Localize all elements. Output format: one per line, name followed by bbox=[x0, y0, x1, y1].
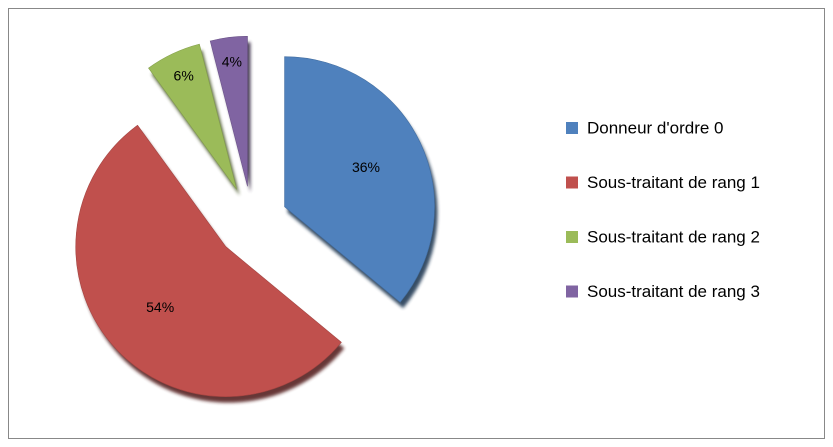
pie-slice bbox=[148, 43, 237, 190]
legend-swatch bbox=[566, 285, 578, 298]
data-label: 4% bbox=[222, 53, 242, 69]
pie-slice bbox=[75, 124, 342, 397]
data-label: 36% bbox=[352, 159, 380, 175]
legend-swatch bbox=[566, 122, 578, 134]
pie-slice bbox=[284, 56, 435, 303]
legend-label: Donneur d'ordre 0 bbox=[587, 118, 724, 137]
data-label: 54% bbox=[146, 299, 174, 315]
data-label: 6% bbox=[174, 67, 194, 83]
legend-label: Sous-traitant de rang 3 bbox=[587, 282, 760, 301]
legend-label: Sous-traitant de rang 2 bbox=[587, 227, 760, 246]
legend-label: Sous-traitant de rang 1 bbox=[587, 173, 760, 192]
legend-swatch bbox=[566, 231, 578, 243]
pie-slice bbox=[209, 35, 248, 187]
legend-swatch bbox=[566, 176, 578, 189]
